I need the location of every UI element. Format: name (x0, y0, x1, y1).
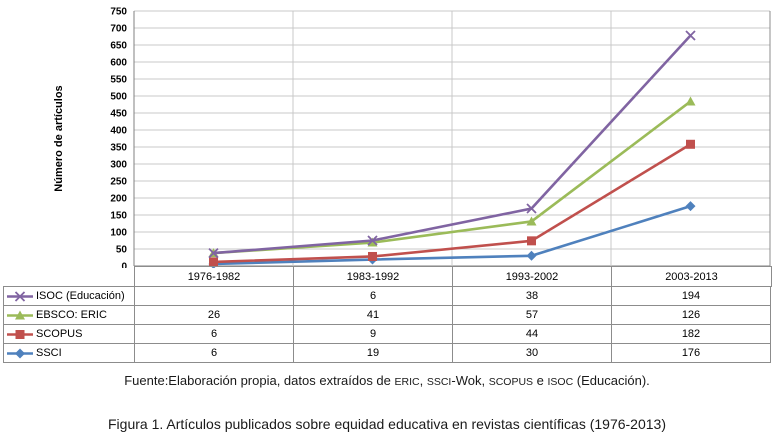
value-cell: 9 (294, 325, 453, 344)
value-cell: 182 (612, 325, 771, 344)
y-axis-tick: 200 (110, 194, 127, 205)
y-axis-tick: 50 (116, 245, 128, 256)
y-axis-tick: 750 (110, 7, 127, 18)
value-cell: 30 (453, 344, 612, 363)
source-note-text: -Wok, (451, 373, 489, 388)
series-legend-cell: ISOC (Educación) (4, 287, 135, 306)
category-header: 1983-1992 (294, 267, 453, 286)
series-marker-icon (7, 348, 33, 358)
series-name: ISOC (Educación) (36, 290, 125, 302)
value-cell: 6 (294, 287, 453, 306)
value-cell: 6 (135, 344, 294, 363)
source-note-text: SSCI (426, 376, 452, 388)
value-cell: 57 (453, 306, 612, 325)
y-axis-tick: 450 (110, 109, 127, 120)
value-cell: 176 (612, 344, 771, 363)
category-header: 1976-1982 (135, 267, 294, 286)
series-line (213, 34, 692, 255)
y-axis-tick: 300 (110, 160, 127, 171)
y-axis-tick: 250 (110, 177, 127, 188)
series-marker-icon (7, 329, 33, 339)
y-axis-tick: 150 (110, 211, 127, 222)
source-note-text: e (533, 373, 548, 388)
value-cell: 6 (135, 325, 294, 344)
y-axis-tick: 650 (110, 41, 127, 52)
value-cell: 41 (294, 306, 453, 325)
y-axis-title: Número de artículos (53, 85, 65, 191)
value-cell: 194 (612, 287, 771, 306)
source-note-text: , (419, 373, 427, 388)
series-marker-icon (7, 290, 33, 302)
source-note-text: Fuente:Elaboración propia, datos extraíd… (124, 373, 395, 388)
source-note-text: SCOPUS (488, 376, 534, 388)
source-note-text: ERIC (394, 376, 420, 388)
y-axis-tick: 550 (110, 75, 127, 86)
y-axis-tick: 600 (110, 58, 127, 69)
category-header: 2003-2013 (665, 270, 718, 283)
series-legend-cell: SSCI (4, 344, 135, 363)
source-note: Fuente:Elaboración propia, datos extraíd… (0, 373, 774, 388)
y-axis-tick: 100 (110, 228, 127, 239)
series-name: SSCI (36, 347, 62, 359)
value-cell (135, 287, 294, 306)
series-line (213, 143, 692, 264)
value-cell: 126 (612, 306, 771, 325)
category-header: 1993-2002 (453, 267, 612, 286)
y-axis-tick: 0 (121, 262, 127, 269)
series-line (213, 204, 691, 266)
y-axis-tick: 400 (110, 126, 127, 137)
series-legend-cell: SCOPUS (4, 325, 135, 344)
figure-caption: Figura 1. Artículos publicados sobre equ… (108, 416, 666, 432)
y-axis-tick: 700 (110, 24, 127, 35)
series-legend-cell: EBSCO: ERIC (4, 306, 135, 325)
value-cell: 26 (135, 306, 294, 325)
y-axis-tick: 350 (110, 143, 127, 154)
value-cell: 44 (453, 325, 612, 344)
value-cell: 38 (453, 287, 612, 306)
chart-plot: 0 50 100 150 200 250 300 350 400 450 500 550 600 650 7… (53, 7, 771, 269)
series-marker-icon (7, 310, 33, 319)
source-note-text: ISOC (547, 376, 574, 388)
source-note-text: (Educación). (573, 373, 650, 388)
series-name: SCOPUS (36, 328, 83, 340)
value-cell: 19 (294, 344, 453, 363)
chart-data-table: ISOC (Educación) 6 38 194 EBSCO: ERIC 26 41 57… (3, 286, 771, 363)
y-axis-tick: 500 (110, 92, 127, 103)
series-name: EBSCO: ERIC (36, 309, 107, 321)
category-header-row: 1976-1982 1983-1992 1993-2002 2003-2013 (134, 266, 772, 287)
